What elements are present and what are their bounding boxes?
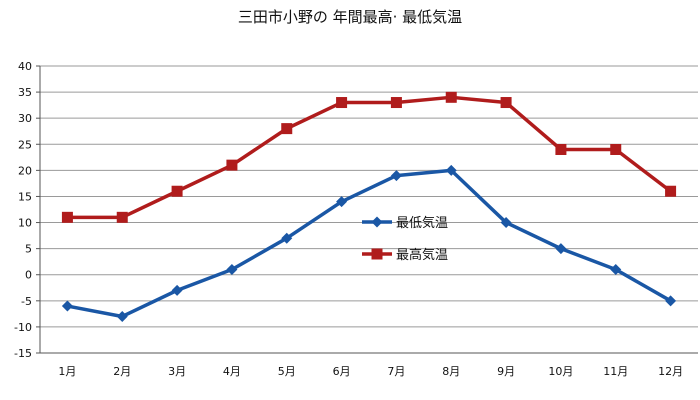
x-tick-label: 6月 (333, 365, 351, 378)
series-line (67, 168, 672, 319)
y-tick-label: 20 (18, 164, 32, 177)
legend-label: 最高気温 (396, 247, 448, 263)
x-tick-label: 1月 (58, 365, 76, 378)
y-tick-label: 10 (18, 217, 32, 230)
y-tick-labels: 40 35 30 25 20 15 10 5 0 -5 -10 -15 (14, 60, 32, 360)
y-tick-label: 15 (18, 190, 32, 203)
x-tick-label: 8月 (442, 365, 460, 378)
axes (39, 66, 698, 354)
data-point-marker (226, 264, 238, 276)
legend-item: 最低気温 (362, 215, 448, 231)
series-lines (61, 91, 677, 322)
data-point-marker (555, 243, 567, 255)
x-tick-label: 5月 (278, 365, 296, 378)
data-point-marker (171, 284, 183, 296)
series-min-temp (61, 164, 677, 322)
chart-title: 三田市小野の 年間最高· 最低気温 (238, 8, 462, 26)
x-tick-label: 3月 (168, 365, 186, 378)
data-point-marker (610, 264, 622, 276)
y-tick-label: -10 (14, 321, 32, 334)
legend-item: 最高気温 (362, 247, 448, 263)
x-tick-label: 9月 (497, 365, 515, 378)
y-tick-label: 0 (25, 269, 32, 282)
data-point-marker (336, 196, 348, 208)
x-tick-labels: 1月 2月 3月 4月 5月 6月 7月 8月 9月 10月 11月 12月 (58, 365, 683, 378)
data-point-marker (281, 123, 293, 135)
data-point-marker (390, 97, 402, 109)
data-point-marker (500, 217, 512, 229)
x-tick-label: 4月 (223, 365, 241, 378)
series-line (67, 95, 672, 220)
legend-marker (371, 248, 383, 260)
data-point-marker (61, 300, 73, 312)
data-point-marker (281, 232, 293, 244)
x-tick-label: 2月 (113, 365, 131, 378)
y-tick-label: 5 (25, 243, 32, 256)
y-tick-label: 40 (18, 60, 32, 73)
y-tick-label: -15 (14, 347, 32, 360)
data-point-marker (61, 211, 73, 223)
data-point-marker (226, 159, 238, 171)
data-point-marker (390, 170, 402, 182)
data-point-marker (665, 295, 677, 307)
x-tick-label: 11月 (603, 365, 628, 378)
legend-label: 最低気温 (396, 215, 448, 231)
y-tick-label: 35 (18, 86, 32, 99)
x-tick-label: 12月 (658, 365, 683, 378)
data-point-marker (500, 97, 512, 109)
data-point-marker (445, 91, 457, 103)
y-tick-label: 30 (18, 112, 32, 125)
data-point-marker (116, 310, 128, 322)
data-point-marker (445, 164, 457, 176)
data-point-marker (555, 143, 567, 155)
data-point-marker (665, 185, 677, 197)
data-point-marker (336, 97, 348, 109)
data-point-marker (171, 185, 183, 197)
legend-marker (371, 216, 383, 228)
series-max-temp (61, 91, 677, 223)
data-point-marker (116, 211, 128, 223)
y-tick-label: -5 (21, 295, 32, 308)
y-tick-label: 25 (18, 138, 32, 151)
data-point-marker (610, 143, 622, 155)
x-tick-label: 10月 (548, 365, 573, 378)
x-tick-label: 7月 (387, 365, 405, 378)
